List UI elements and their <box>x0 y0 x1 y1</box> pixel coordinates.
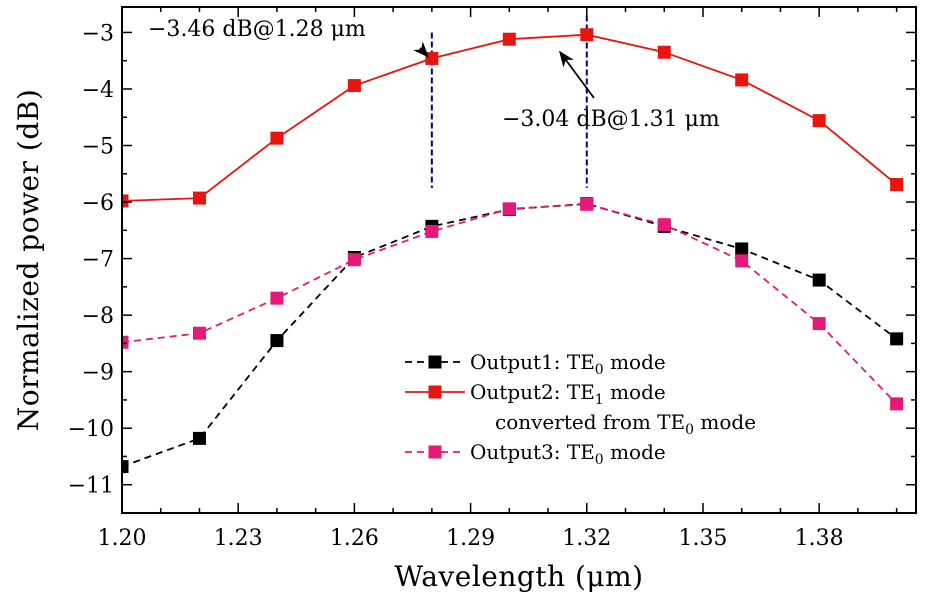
data-point-series-2 <box>122 460 129 474</box>
data-point-series-1 <box>347 79 361 93</box>
data-point-series-1 <box>122 194 129 208</box>
x-tick-label: 1.32 <box>562 526 611 551</box>
x-tick-label: 1.38 <box>795 526 844 551</box>
y-axis-label: Normalized power (dB) <box>12 89 45 432</box>
legend-label-series-3: Output3: TE0 mode <box>470 440 666 468</box>
data-point-series-3 <box>657 218 671 232</box>
data-point-series-1 <box>192 191 206 205</box>
x-axis-label: Wavelength (μm) <box>394 560 643 593</box>
y-tick-label: −11 <box>68 474 114 499</box>
x-tick-label: 1.29 <box>446 526 495 551</box>
legend-label-series-1: Output2: TE1 mode <box>470 380 666 408</box>
data-point-series-1 <box>425 51 439 65</box>
y-tick-label: −4 <box>82 78 114 103</box>
plot-area <box>122 15 904 474</box>
annotation-text-1: −3.46 dB@1.28 μm <box>148 17 366 42</box>
legend-marker-series-3 <box>428 445 442 459</box>
x-tick-label: 1.23 <box>214 526 263 551</box>
x-tick-label: 1.35 <box>678 526 727 551</box>
data-point-series-3 <box>347 253 361 267</box>
annotation-arrow-1 <box>413 41 429 58</box>
y-tick-label: −9 <box>82 361 114 386</box>
data-point-series-1 <box>812 114 826 128</box>
axes: 1.20 1.23 1.26 1.29 1.32 1.35 1.38 −3 −4 −5 −6 −7 −8… <box>12 6 917 593</box>
data-point-series-3 <box>580 197 594 211</box>
data-point-series-3 <box>192 326 206 340</box>
data-point-series-3 <box>502 202 516 216</box>
data-point-series-1 <box>502 32 516 46</box>
data-point-series-1 <box>657 45 671 59</box>
data-point-series-1 <box>580 28 594 42</box>
annotations: −3.46 dB@1.28 μm −3.04 dB@1.31 μm <box>148 17 720 132</box>
legend-label-series-1-line2: converted from TE0 mode <box>495 410 756 438</box>
data-point-series-3 <box>735 254 749 268</box>
y-tick-label: −3 <box>82 21 114 46</box>
data-point-series-1 <box>270 131 284 145</box>
data-point-series-3 <box>122 335 129 349</box>
x-tick-label: 1.26 <box>330 526 379 551</box>
data-point-series-2 <box>812 273 826 287</box>
legend-label-series-2: Output1: TE0 mode <box>470 350 666 378</box>
annotation-arrow-2 <box>559 50 595 99</box>
y-tick-label: −10 <box>68 417 114 442</box>
y-tick-label: −8 <box>82 304 114 329</box>
legend-marker-series-1 <box>428 385 442 399</box>
data-point-series-1 <box>890 178 904 192</box>
data-point-series-2 <box>192 431 206 445</box>
data-point-series-2 <box>735 242 749 256</box>
x-tick-label: 1.20 <box>98 526 147 551</box>
y-tick-label: −5 <box>82 135 114 160</box>
data-point-series-2 <box>890 332 904 346</box>
data-point-series-1 <box>735 73 749 87</box>
legend-marker-series-2 <box>428 355 442 369</box>
plot-frame <box>121 6 917 514</box>
data-point-series-3 <box>425 224 439 238</box>
data-point-series-3 <box>270 291 284 305</box>
data-point-series-3 <box>890 397 904 411</box>
y-tick-label: −6 <box>82 191 114 216</box>
data-point-series-3 <box>812 317 826 331</box>
data-point-series-2 <box>270 334 284 348</box>
y-tick-label: −7 <box>82 248 114 273</box>
annotation-text-2: −3.04 dB@1.31 μm <box>502 107 720 132</box>
